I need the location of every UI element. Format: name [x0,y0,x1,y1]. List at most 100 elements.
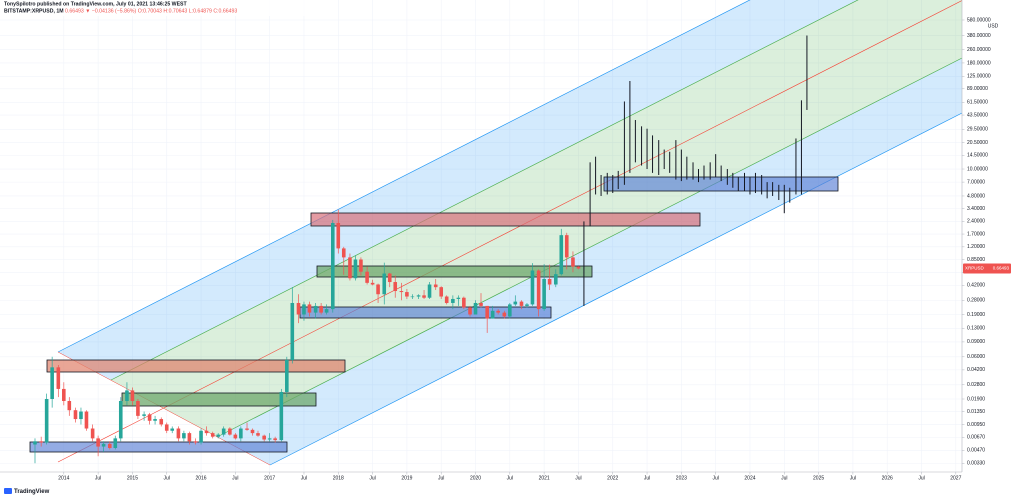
candle-body [285,359,289,392]
candle-body [576,266,581,269]
y-tick-label: 0.00670 [967,435,985,441]
candle-body [427,284,432,298]
x-tick-label: 2022 [607,475,618,481]
y-tick-label: 580.00000 [967,17,991,23]
candle-body [290,302,295,360]
candle-body [456,297,461,299]
y-tick-label: 10.00000 [967,166,988,172]
candle-body [279,391,284,441]
price-change: ▼ −0.04136 (−5.86%) [85,9,136,15]
logo-icon [4,488,12,494]
x-tick-label: 2016 [195,475,206,481]
y-tick-label: 180.00000 [967,60,991,66]
candle-body [422,295,426,298]
x-tick-label: Jul [438,475,444,481]
candle-body [107,443,112,448]
candle-body [313,305,318,313]
candle-body [513,301,518,305]
candle-body [416,295,421,297]
x-tick-label: 2019 [401,475,412,481]
candle-body [216,434,220,437]
candle-body [159,419,164,425]
x-tick-label: Jul [781,475,787,481]
candle-body [204,430,209,434]
channel-band [217,58,962,465]
candle-body [525,304,529,306]
y-tick-label: 0.00950 [967,422,985,428]
ohlc-close: C:0.66493 [213,9,237,15]
y-tick-label: 1.20000 [967,244,985,250]
candle-body [536,270,541,310]
candle-body [542,278,546,310]
candle-body [547,278,552,285]
candle-body [302,304,306,315]
candle-body [479,302,483,306]
y-tick-label: 0.02800 [967,382,985,388]
y-tick-label: 0.04200 [967,367,985,373]
x-tick-label: 2018 [333,475,344,481]
candle-body [387,273,392,283]
zone [29,441,288,453]
candle-body [101,443,106,447]
candle-body [153,419,157,421]
y-tick-label: 0.19000 [967,312,985,318]
candle-body [187,433,192,442]
y-tick-label: 61.50000 [967,100,988,106]
x-tick-label: 2026 [882,475,893,481]
candle-body [267,438,272,440]
candle-body [113,438,118,448]
currency-label: USD [988,23,999,29]
candle-body [33,441,37,445]
candle-body [170,428,175,431]
logo-text: TradingView [14,489,50,495]
x-tick-label: Jul [507,475,513,481]
symbol: BITSTAMP:XRPUSD, 1M [4,9,64,15]
candle-body [319,305,323,313]
candle-body [382,273,387,295]
x-tick-label: Jul [850,475,856,481]
candle-body [96,438,100,447]
y-tick-label: 0.00330 [967,461,985,467]
publisher-line: TonySpilotro published on TradingView.co… [4,1,187,7]
candle-body [496,310,500,313]
candle-body [571,257,575,267]
x-tick-label: Jul [644,475,650,481]
candle-body [451,298,455,303]
candle-body [410,296,415,298]
logo: TradingView [4,488,50,495]
candle-body [130,390,135,401]
candle-body [353,259,358,279]
ohlc-low: L:0.64879 [189,9,212,15]
candle-body [228,428,232,435]
candle-body [84,411,89,429]
x-tick-label: 2020 [470,475,481,481]
candle-body [56,367,61,389]
candle-body [444,296,449,303]
y-tick-label: 7.00000 [967,179,985,185]
candle-body [508,304,512,317]
candle-body [79,411,83,420]
drawings [29,0,962,466]
candle-body [490,310,495,319]
candle-body [233,434,238,439]
candle-body [221,428,226,435]
channel-line [110,0,859,381]
candle-body [468,307,472,315]
zone [46,359,346,373]
channel-line [216,57,962,438]
zone [299,306,552,319]
candle-body [50,367,54,400]
price-label-box [963,263,1011,274]
channel-line [269,112,962,466]
candle-body [199,430,203,443]
candle-body [273,438,277,441]
candle-body [90,428,95,439]
x-tick-label: Jul [164,475,170,481]
price-label-value: 0.66493 [993,266,1010,271]
y-tick-label: 2.40000 [967,219,985,225]
candle-body [348,257,352,279]
candle-body [125,390,129,401]
y-tick-label: 0.28000 [967,298,985,304]
candle-body [473,302,478,315]
